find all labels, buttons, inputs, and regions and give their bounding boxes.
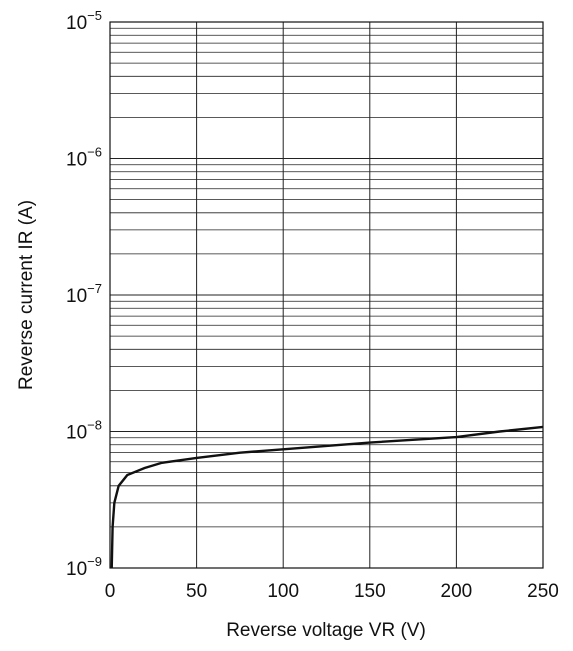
y-axis-label: Reverse current IR (A) — [16, 200, 37, 390]
x-tick-label: 200 — [441, 581, 473, 602]
y-tick-label: 10−7 — [66, 281, 102, 307]
x-tick-label: 0 — [105, 581, 116, 602]
y-tick-label: 10−6 — [66, 145, 102, 171]
y-tick-label: 10−9 — [66, 554, 102, 580]
y-tick-label: 10−8 — [66, 418, 102, 444]
x-tick-label: 250 — [527, 581, 559, 602]
x-axis-label: Reverse voltage VR (V) — [226, 620, 426, 641]
x-tick-label: 100 — [267, 581, 299, 602]
x-tick-label: 50 — [186, 581, 207, 602]
y-tick-label: 10−5 — [66, 8, 102, 34]
x-tick-label: 150 — [354, 581, 386, 602]
line — [110, 425, 544, 569]
plot-frame — [109, 21, 544, 569]
